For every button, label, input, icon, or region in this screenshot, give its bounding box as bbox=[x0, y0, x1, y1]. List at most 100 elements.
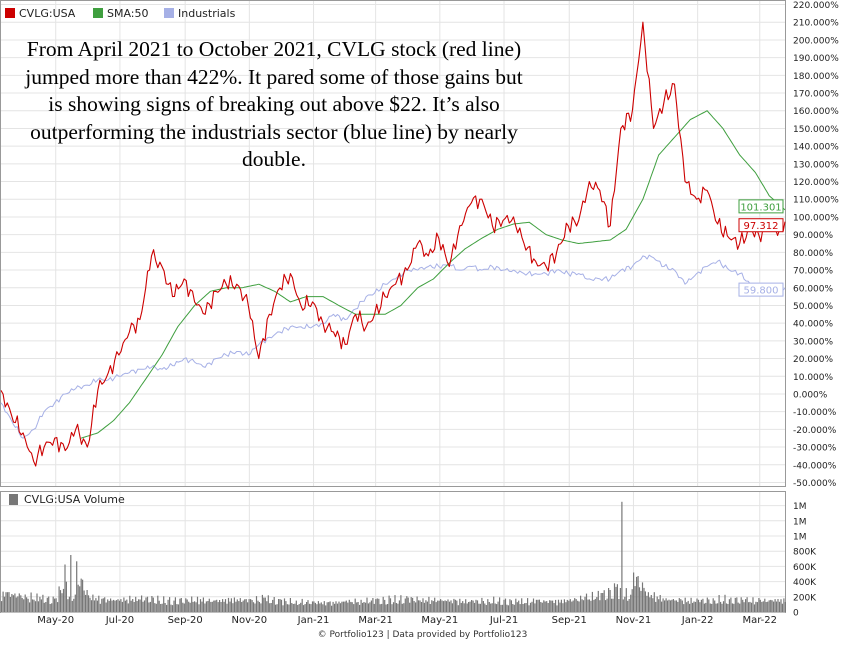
volume-bar bbox=[33, 599, 35, 612]
end-labels: 101.301 97.312 59.800 bbox=[738, 199, 784, 297]
volume-bar bbox=[443, 601, 445, 612]
volume-bar bbox=[223, 601, 225, 612]
volume-bar bbox=[251, 600, 253, 612]
x-tick-label: Sep-21 bbox=[552, 615, 587, 626]
volume-bar bbox=[745, 599, 747, 612]
volume-bar bbox=[728, 599, 730, 612]
volume-bar bbox=[506, 604, 508, 612]
volume-bar bbox=[338, 601, 340, 612]
volume-bar bbox=[247, 602, 249, 612]
volume-bar bbox=[768, 600, 770, 612]
volume-bar bbox=[553, 603, 555, 612]
volume-bar bbox=[335, 601, 337, 612]
volume-bar bbox=[332, 601, 334, 612]
volume-bar bbox=[656, 596, 658, 612]
volume-bar bbox=[696, 598, 698, 612]
price-y-tick-label: 160.000% bbox=[793, 107, 839, 117]
volume-bar bbox=[58, 586, 60, 612]
price-y-tick-label: 130.000% bbox=[793, 160, 839, 170]
volume-bar bbox=[501, 604, 504, 612]
volume-bar bbox=[301, 598, 303, 612]
volume-bar bbox=[643, 587, 645, 612]
volume-bar bbox=[388, 595, 390, 612]
volume-bar bbox=[633, 572, 635, 612]
volume-bar bbox=[581, 599, 583, 612]
volume-bar bbox=[235, 601, 237, 612]
volume-bar bbox=[720, 601, 722, 612]
volume-bar bbox=[447, 599, 449, 612]
volume-bar bbox=[135, 596, 137, 612]
volume-bar bbox=[102, 598, 104, 612]
volume-bar bbox=[244, 599, 246, 612]
volume-bar bbox=[746, 597, 748, 612]
volume-bar bbox=[164, 603, 166, 612]
volume-bar bbox=[655, 601, 657, 612]
volume-bar bbox=[616, 584, 618, 612]
volume-bar bbox=[227, 597, 230, 612]
volume-bar bbox=[222, 599, 224, 612]
volume-bar bbox=[136, 601, 138, 612]
volume-bar bbox=[613, 583, 616, 612]
volume-bar bbox=[562, 603, 564, 612]
volume-legend: CVLG:USA Volume bbox=[9, 493, 125, 506]
volume-bar bbox=[291, 603, 293, 612]
volume-bar bbox=[381, 603, 383, 612]
volume-bar bbox=[546, 601, 548, 612]
volume-bar bbox=[73, 598, 75, 612]
volume-bar bbox=[356, 602, 358, 612]
volume-bar bbox=[366, 597, 368, 612]
volume-bar bbox=[143, 600, 146, 612]
volume-bar bbox=[524, 603, 526, 612]
volume-bar bbox=[504, 598, 507, 612]
volume-bar bbox=[714, 600, 716, 612]
legend-swatch-cvlg bbox=[5, 8, 15, 18]
volume-bar bbox=[462, 601, 464, 612]
volume-bar bbox=[224, 599, 227, 612]
volume-bar bbox=[77, 584, 79, 612]
volume-bar bbox=[394, 595, 396, 612]
volume-bar bbox=[644, 591, 646, 612]
volume-bar bbox=[625, 588, 627, 612]
volume-bar bbox=[252, 602, 255, 612]
volume-bar bbox=[484, 603, 486, 612]
volume-bar bbox=[559, 602, 561, 612]
volume-bar bbox=[503, 599, 505, 612]
volume-bar bbox=[226, 603, 228, 612]
volume-bar bbox=[83, 590, 85, 612]
volume-bar bbox=[453, 598, 455, 612]
volume-bar bbox=[121, 601, 123, 612]
price-y-tick-label: 70.000% bbox=[793, 267, 833, 277]
volume-bar bbox=[92, 594, 94, 612]
volume-bar bbox=[239, 598, 241, 612]
volume-bar bbox=[314, 602, 316, 612]
x-tick-label: May-21 bbox=[421, 615, 458, 626]
volume-bar bbox=[429, 604, 431, 612]
volume-bar bbox=[188, 601, 190, 612]
volume-bar bbox=[95, 598, 97, 612]
x-tick-label: Jul-20 bbox=[105, 615, 134, 626]
volume-bar bbox=[52, 596, 54, 612]
volume-bar bbox=[662, 598, 664, 612]
volume-bar bbox=[101, 598, 103, 612]
volume-bar bbox=[347, 602, 349, 612]
volume-bar bbox=[369, 602, 371, 612]
volume-bar bbox=[236, 599, 238, 612]
volume-bar bbox=[465, 599, 467, 612]
volume-bar bbox=[591, 591, 593, 612]
volume-bar bbox=[594, 598, 596, 612]
volume-bar bbox=[759, 599, 761, 612]
volume-bar bbox=[111, 600, 113, 612]
volume-bar bbox=[1, 601, 3, 612]
volume-bar bbox=[417, 600, 420, 612]
volume-bar bbox=[177, 604, 179, 612]
volume-bar bbox=[641, 582, 644, 612]
volume-bar bbox=[185, 598, 187, 612]
volume-bar bbox=[339, 603, 342, 612]
volume-bar bbox=[531, 601, 533, 612]
volume-bar bbox=[463, 603, 465, 612]
volume-bar bbox=[99, 603, 101, 612]
volume-bar bbox=[132, 599, 134, 612]
volume-bar bbox=[55, 598, 57, 612]
volume-bar bbox=[15, 597, 17, 612]
